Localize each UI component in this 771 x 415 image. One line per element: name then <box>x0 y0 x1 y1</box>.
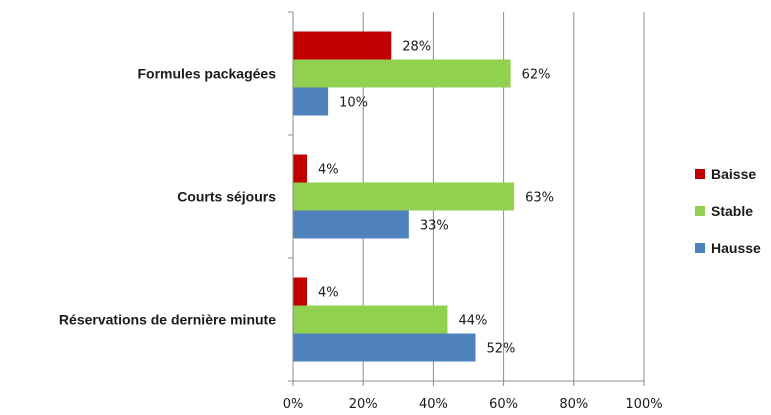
bar <box>293 59 511 88</box>
data-label: 63% <box>525 191 554 206</box>
bar <box>293 182 515 211</box>
bar <box>293 87 329 116</box>
x-tick-label: 80% <box>559 397 588 412</box>
category-label: Réservations de dernière minute <box>59 312 276 328</box>
bar <box>293 277 308 306</box>
bar <box>293 210 409 239</box>
legend-label: Baisse <box>711 166 756 182</box>
x-tick-label: 20% <box>349 397 378 412</box>
data-label: 4% <box>318 286 339 301</box>
legend-label: Hausse <box>711 240 761 256</box>
data-label: 10% <box>339 96 368 111</box>
legend: Baisse Stable Hausse <box>695 166 761 256</box>
legend-swatch <box>695 206 705 216</box>
bars <box>293 31 515 362</box>
labels: 0% 20% 40% 60% 80% 100% 28% 62% 10% Formules pack… <box>59 40 663 413</box>
x-tick-label: 40% <box>419 397 448 412</box>
bar <box>293 154 308 183</box>
legend-swatch <box>695 243 705 253</box>
data-label: 33% <box>420 219 449 234</box>
legend-label: Stable <box>711 203 753 219</box>
bar <box>293 31 392 60</box>
category-label: Formules packagées <box>137 66 276 82</box>
data-label: 4% <box>318 163 339 178</box>
x-tick-label: 100% <box>625 397 662 412</box>
x-tick-label: 0% <box>283 397 304 412</box>
data-label: 52% <box>487 342 516 357</box>
bar <box>293 305 448 334</box>
x-tick-label: 60% <box>489 397 518 412</box>
data-label: 28% <box>402 40 431 55</box>
axes <box>288 11 645 386</box>
category-label: Courts séjours <box>177 189 276 205</box>
legend-swatch <box>695 169 705 179</box>
data-label: 62% <box>522 68 551 83</box>
bar <box>293 333 476 362</box>
data-label: 44% <box>458 314 487 329</box>
